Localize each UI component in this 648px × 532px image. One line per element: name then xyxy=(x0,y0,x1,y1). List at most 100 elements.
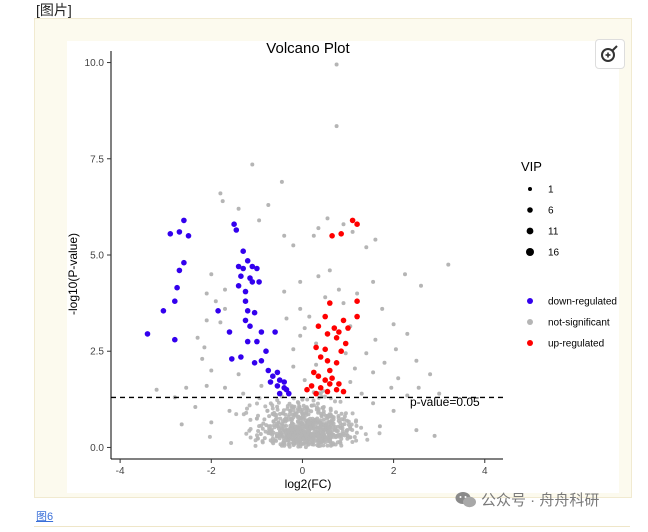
nonsig-cloud-point xyxy=(310,440,315,445)
nonsig-cloud-point xyxy=(344,430,349,435)
not-significant-point xyxy=(298,333,303,338)
nonsig-cloud-point xyxy=(363,432,368,437)
zoom-button[interactable] xyxy=(595,39,625,69)
not-significant-point xyxy=(382,360,387,365)
top-caption: [图片] xyxy=(36,2,72,18)
not-significant-point xyxy=(209,368,214,373)
not-significant-point xyxy=(403,272,407,277)
up-regulated-point xyxy=(354,313,360,320)
nonsig-cloud-point xyxy=(331,432,336,437)
not-significant-point xyxy=(220,199,225,204)
up-regulated-point xyxy=(322,377,329,383)
not-significant-point xyxy=(279,179,284,184)
not-significant-point xyxy=(348,380,353,384)
nonsig-cloud-point xyxy=(320,405,325,410)
nonsig-cloud-point xyxy=(287,412,292,417)
down-regulated-point xyxy=(254,265,260,272)
nonsig-cloud-point xyxy=(234,412,239,417)
nonsig-cloud-point xyxy=(290,423,294,428)
not-significant-point xyxy=(419,283,423,288)
nonsig-cloud-point xyxy=(270,436,275,441)
nonsig-cloud-point xyxy=(315,425,320,430)
nonsig-cloud-point xyxy=(279,426,284,431)
nonsig-cloud-point xyxy=(281,438,286,443)
not-significant-point xyxy=(316,226,321,231)
down-regulated-point xyxy=(181,259,187,266)
nonsig-cloud-point xyxy=(342,433,347,438)
nonsig-cloud-point xyxy=(306,420,311,425)
down-regulated-point xyxy=(272,329,278,335)
not-significant-point xyxy=(254,416,259,421)
nonsig-cloud-point xyxy=(308,416,312,421)
nonsig-cloud-point xyxy=(278,416,283,421)
nonsig-cloud-point xyxy=(327,412,332,417)
not-significant-point xyxy=(266,203,271,207)
up-regulated-point xyxy=(327,367,333,374)
not-significant-point xyxy=(259,383,264,388)
figure-panel: -4 -2 0 2 4 0.0 2.5 5.0 7.5 10.0 Volcano Plot log… xyxy=(34,18,632,498)
nonsig-cloud-point xyxy=(270,432,275,437)
nonsig-cloud-point xyxy=(260,440,265,445)
down-regulated-point xyxy=(160,308,167,314)
down-regulated-point xyxy=(240,265,246,272)
up-regulated-point xyxy=(308,383,315,389)
nonsig-cloud-point xyxy=(336,432,341,437)
nonsig-cloud-point xyxy=(289,427,294,432)
nonsig-cloud-point xyxy=(245,406,249,411)
nonsig-cloud-point xyxy=(256,429,261,433)
nonsig-cloud-point xyxy=(287,401,292,406)
up-regulated-point xyxy=(338,348,345,355)
nonsig-cloud-point xyxy=(304,424,309,429)
nonsig-cloud-point xyxy=(309,431,314,436)
nonsig-cloud-point xyxy=(326,425,331,430)
watermark-text: 公众号 · 舟舟科研 xyxy=(481,492,600,509)
nonsig-cloud-point xyxy=(273,417,278,422)
nonsig-cloud-point xyxy=(274,438,279,443)
not-significant-point xyxy=(200,356,205,361)
not-significant-point xyxy=(314,362,319,367)
nonsig-cloud-point xyxy=(323,440,328,444)
not-significant-point xyxy=(302,326,307,331)
nonsig-cloud-point xyxy=(309,409,314,414)
nonsig-cloud-point xyxy=(349,422,354,427)
not-significant-point xyxy=(391,322,396,327)
x-tick-label: 4 xyxy=(482,466,488,477)
up-regulated-point xyxy=(354,298,360,305)
y-tick-label: 5.0 xyxy=(90,251,104,262)
not-significant-point xyxy=(373,337,378,342)
not-significant-point xyxy=(405,393,410,398)
nonsig-cloud-point xyxy=(270,406,275,411)
nonsig-cloud-point xyxy=(320,425,325,430)
nonsig-cloud-point xyxy=(328,408,333,413)
not-significant-point xyxy=(371,401,376,406)
nonsig-cloud-point xyxy=(277,433,282,438)
down-regulated-point xyxy=(176,267,183,274)
nonsig-cloud-point xyxy=(304,409,309,414)
not-significant-point xyxy=(350,229,355,234)
not-significant-point xyxy=(373,237,378,242)
not-significant-point xyxy=(405,331,410,336)
up-regulated-point xyxy=(329,233,335,239)
not-significant-point xyxy=(380,306,385,311)
y-tick-label: 7.5 xyxy=(90,154,104,165)
nonsig-cloud-point xyxy=(325,443,330,448)
nonsig-cloud-point xyxy=(297,406,302,411)
nonsig-cloud-point xyxy=(275,407,280,412)
threshold-label: p-value=0.05 xyxy=(410,395,480,409)
nonsig-cloud-point xyxy=(258,432,263,436)
not-significant-point xyxy=(218,320,223,325)
up-regulated-point xyxy=(333,335,340,341)
nonsig-cloud-point xyxy=(229,441,234,445)
nonsig-cloud-point xyxy=(288,417,293,422)
down-regulated-point xyxy=(265,367,272,374)
nonsig-cloud-point xyxy=(354,438,359,443)
not-significant-point xyxy=(154,387,159,392)
not-significant-point xyxy=(202,345,207,350)
nonsig-cloud-point xyxy=(284,423,289,428)
not-significant-point xyxy=(334,62,339,67)
not-significant-point xyxy=(227,408,232,413)
down-regulated-point xyxy=(235,263,242,270)
figure-caption-link[interactable]: 图6 xyxy=(36,511,54,523)
nonsig-cloud-point xyxy=(298,444,303,449)
nonsig-cloud-point xyxy=(350,411,355,416)
